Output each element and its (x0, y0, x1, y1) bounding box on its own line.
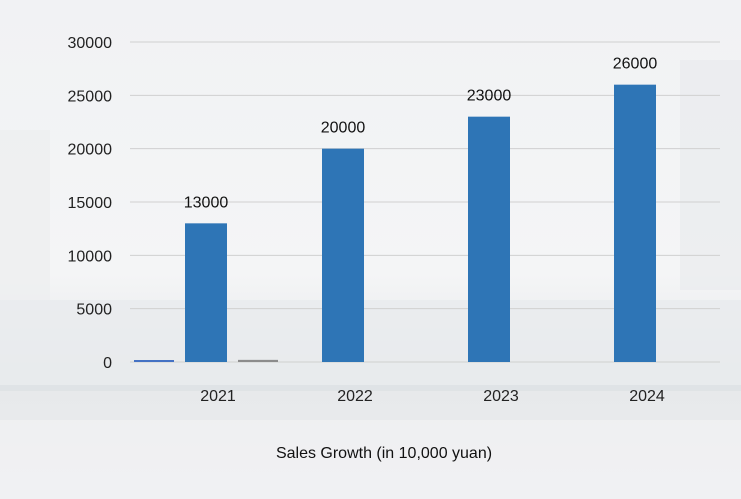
y-tick-label: 30000 (68, 35, 113, 52)
x-tick-label-2022: 2022 (337, 388, 373, 405)
x-tick-label-2024: 2024 (629, 388, 665, 405)
y-tick-label: 25000 (68, 88, 113, 105)
minor-bar-2-2021 (238, 359, 278, 362)
bars (134, 84, 656, 363)
y-tick-label: 20000 (68, 142, 113, 159)
x-axis-label: Sales Growth (in 10,000 yuan) (276, 445, 492, 462)
bar-2023 (468, 116, 510, 363)
y-axis-ticks: 0 5000 10000 15000 20000 25000 30000 (68, 35, 113, 372)
y-tick-label: 5000 (76, 302, 112, 319)
data-label-2024: 26000 (613, 56, 658, 73)
data-label-2023: 23000 (467, 88, 512, 105)
data-label-2021: 13000 (184, 194, 229, 211)
bar-2024 (614, 84, 656, 363)
x-axis-categories: 2021 2022 2023 2024 (200, 388, 665, 405)
x-tick-label-2021: 2021 (200, 388, 236, 405)
bar-2022 (322, 148, 364, 362)
y-tick-label: 10000 (68, 248, 113, 265)
y-tick-label: 15000 (68, 195, 113, 212)
data-labels: 13000 20000 23000 26000 (184, 56, 658, 212)
y-tick-label: 0 (103, 355, 112, 372)
bar-2021 (185, 223, 227, 362)
x-tick-label-2023: 2023 (483, 388, 519, 405)
minor-bar-1-2021 (134, 360, 174, 362)
data-label-2022: 20000 (321, 120, 366, 137)
